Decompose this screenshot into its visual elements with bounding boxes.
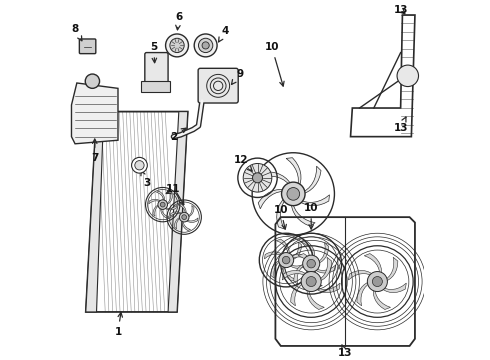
Polygon shape [294,264,305,284]
Circle shape [282,256,290,264]
Circle shape [301,271,321,292]
Polygon shape [282,270,308,280]
Polygon shape [165,205,176,210]
Polygon shape [174,217,181,229]
Polygon shape [287,254,308,262]
Polygon shape [72,83,118,144]
Text: 8: 8 [72,24,82,41]
Circle shape [132,157,147,173]
Polygon shape [86,112,104,312]
Circle shape [202,42,209,49]
Polygon shape [308,269,322,287]
FancyBboxPatch shape [145,53,168,85]
Polygon shape [156,191,165,202]
Polygon shape [283,265,296,281]
Polygon shape [149,199,161,204]
Polygon shape [261,172,291,185]
Polygon shape [186,218,198,222]
Polygon shape [153,204,159,216]
Circle shape [307,260,316,268]
Text: 2: 2 [170,128,186,141]
Polygon shape [299,195,329,206]
Text: 13: 13 [338,345,352,358]
Text: 12: 12 [234,155,252,171]
Circle shape [303,255,319,272]
Polygon shape [178,204,186,214]
Circle shape [279,253,294,267]
FancyBboxPatch shape [141,81,170,92]
Polygon shape [291,282,304,306]
Polygon shape [364,253,382,275]
Polygon shape [300,240,315,258]
Polygon shape [168,112,188,312]
Polygon shape [286,158,301,187]
Text: 7: 7 [91,139,98,163]
Polygon shape [298,253,315,275]
Circle shape [179,212,189,222]
Polygon shape [292,242,301,260]
Polygon shape [166,193,172,204]
Text: 10: 10 [273,205,288,229]
Circle shape [160,202,165,207]
Circle shape [397,65,418,86]
Polygon shape [171,212,182,216]
Circle shape [194,34,217,57]
Circle shape [287,188,299,200]
Polygon shape [373,288,391,310]
Polygon shape [265,252,283,259]
Polygon shape [291,203,315,226]
Polygon shape [357,282,370,306]
Text: 10: 10 [304,203,318,229]
FancyBboxPatch shape [198,68,238,103]
Circle shape [182,215,187,220]
Polygon shape [318,257,332,282]
Circle shape [372,276,382,287]
Circle shape [85,74,99,88]
Polygon shape [161,208,169,218]
Text: 4: 4 [219,26,229,42]
Polygon shape [317,243,329,264]
Polygon shape [276,239,289,256]
Polygon shape [188,206,194,217]
Text: 10: 10 [265,42,284,86]
Polygon shape [381,283,406,293]
Text: 3: 3 [141,171,150,188]
Text: 1: 1 [114,312,122,337]
Polygon shape [182,220,191,230]
Polygon shape [384,257,398,282]
Polygon shape [314,265,336,273]
Circle shape [170,38,184,53]
Circle shape [198,38,213,53]
Polygon shape [307,288,324,310]
Text: 9: 9 [231,69,243,85]
Polygon shape [348,270,374,280]
Circle shape [252,173,263,183]
Circle shape [158,200,168,210]
Text: 11: 11 [166,184,181,194]
Polygon shape [277,198,286,229]
Circle shape [282,182,305,206]
Circle shape [306,276,316,287]
Circle shape [135,161,144,170]
Circle shape [368,271,388,292]
Polygon shape [289,261,308,268]
Circle shape [243,163,272,192]
Text: 6: 6 [175,12,182,30]
Circle shape [166,34,189,57]
Polygon shape [258,189,285,209]
Text: 13: 13 [393,117,408,133]
Polygon shape [271,260,281,278]
Text: 5: 5 [150,42,157,63]
Polygon shape [315,283,340,293]
FancyBboxPatch shape [79,39,96,54]
Text: 13: 13 [393,5,408,15]
Polygon shape [302,166,321,194]
